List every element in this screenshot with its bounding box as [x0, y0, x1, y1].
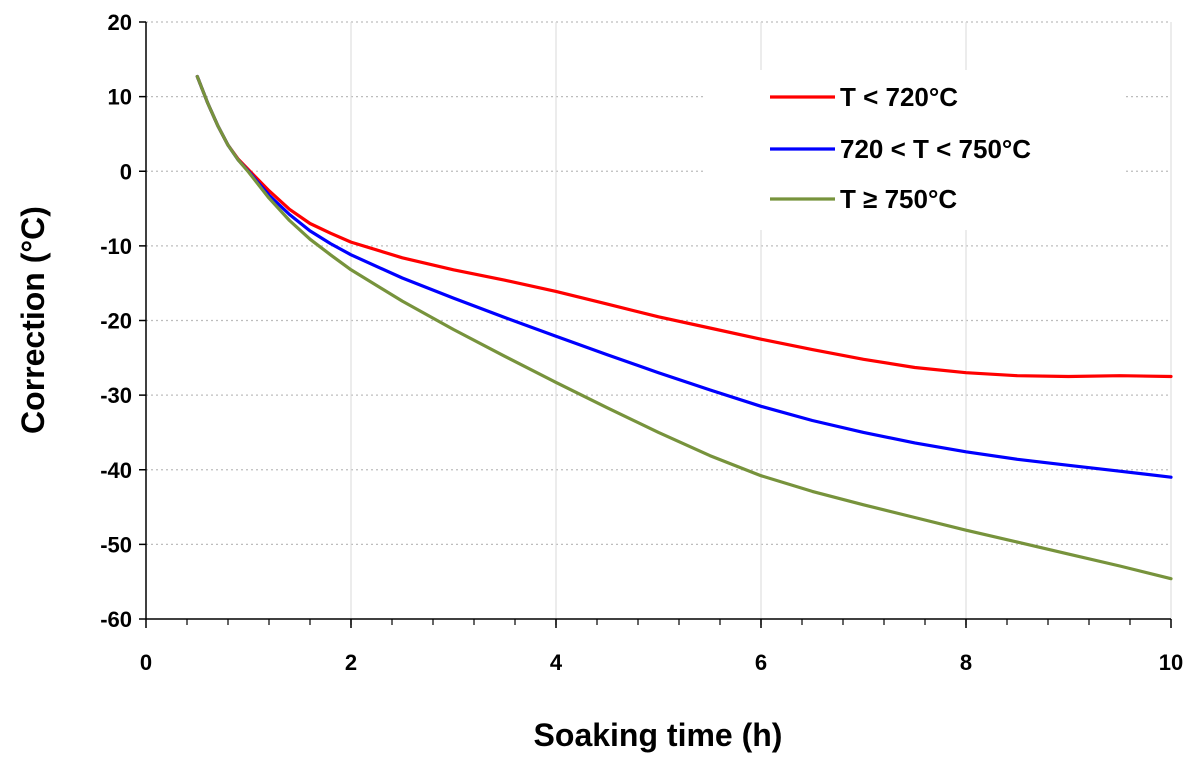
y-tick-label: -60 [100, 607, 132, 632]
y-tick-label: -50 [100, 532, 132, 557]
axes-layer: 20 10 0 -10 -20 -30 -40 -50 -60 0 2 4 6 8 10 [100, 10, 1183, 675]
legend-label-2: 720 < T < 750°C [840, 134, 1031, 164]
x-tick-label: 0 [140, 650, 152, 675]
y-tick-label: 20 [108, 10, 132, 35]
y-tick-label: -20 [100, 309, 132, 334]
y-axis-title: Correction (°C) [15, 206, 51, 434]
y-tick-label: -10 [100, 234, 132, 259]
x-axis-title: Soaking time (h) [534, 717, 783, 753]
y-tick-label: -40 [100, 458, 132, 483]
y-tick-label: 10 [108, 85, 132, 110]
x-tick-label: 6 [755, 650, 767, 675]
legend: T < 720°C 720 < T < 750°C T ≥ 750°C [705, 70, 1125, 230]
x-tick-label: 10 [1159, 650, 1183, 675]
y-tick-label: -30 [100, 383, 132, 408]
x-tick-label: 8 [960, 650, 972, 675]
y-tick-label: 0 [120, 159, 132, 184]
x-tick-label: 2 [345, 650, 357, 675]
series-layer [195, 74, 1173, 581]
legend-label-3: T ≥ 750°C [840, 184, 957, 214]
x-tick-label: 4 [550, 650, 563, 675]
series-line-3 [195, 74, 1173, 581]
legend-label-1: T < 720°C [840, 82, 958, 112]
